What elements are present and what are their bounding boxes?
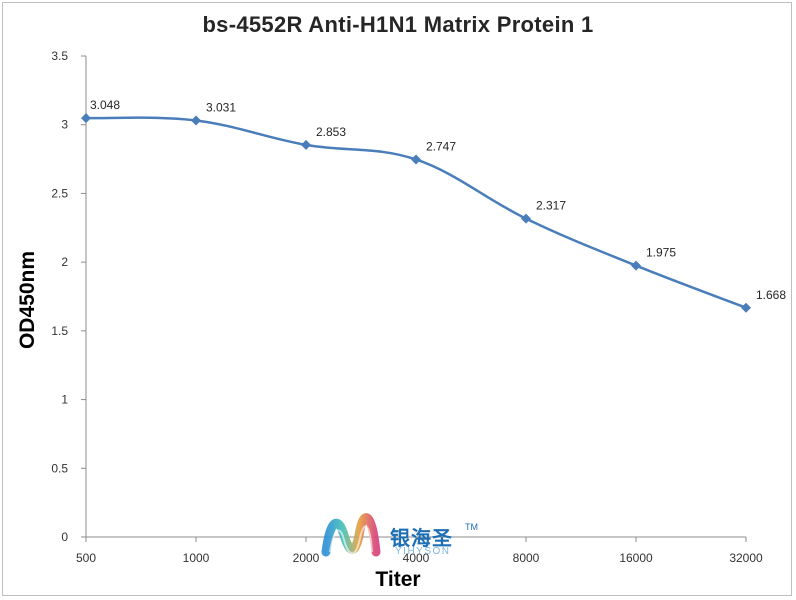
x-tick-label: 8000	[513, 551, 540, 565]
y-tick-label: 0	[61, 530, 68, 544]
data-point-marker	[191, 115, 201, 126]
data-point-marker	[301, 139, 311, 150]
y-tick-label: 1.5	[51, 324, 68, 338]
data-label: 1.975	[646, 246, 676, 260]
data-point-marker	[81, 113, 91, 124]
watermark-trademark: TM	[465, 522, 478, 532]
x-tick-label: 16000	[619, 551, 653, 565]
data-label: 2.317	[536, 199, 566, 213]
x-tick-label: 2000	[293, 551, 320, 565]
data-label: 2.853	[316, 125, 346, 139]
x-tick-label: 500	[76, 551, 96, 565]
data-point-marker	[741, 302, 751, 313]
x-axis-label: Titer	[375, 568, 421, 591]
y-tick-label: 1	[61, 393, 68, 407]
data-label: 3.031	[206, 100, 236, 114]
y-tick-label: 3.5	[51, 49, 68, 63]
series-line	[85, 116, 747, 309]
data-label: 2.747	[426, 139, 456, 153]
watermark-brand-latin: YIHYSON	[395, 546, 451, 557]
data-point-marker	[411, 154, 421, 165]
x-tick-label: 32000	[729, 551, 763, 565]
y-tick-label: 2.5	[51, 186, 68, 200]
y-tick-label: 3	[61, 118, 68, 132]
x-tick-label: 4000	[403, 551, 430, 565]
data-point-marker	[631, 260, 641, 271]
chart-title: bs-4552R Anti-H1N1 Matrix Protein 1	[202, 12, 594, 37]
watermark-logo-icon	[321, 513, 381, 557]
y-tick-label: 2	[61, 255, 68, 269]
x-tick-label: 1000	[183, 551, 210, 565]
data-label: 1.668	[756, 288, 786, 302]
watermark-brand-name: 银海圣	[390, 528, 453, 550]
y-tick-label: 0.5	[51, 461, 68, 475]
data-point-marker	[521, 213, 531, 224]
data-label: 3.048	[90, 98, 120, 112]
